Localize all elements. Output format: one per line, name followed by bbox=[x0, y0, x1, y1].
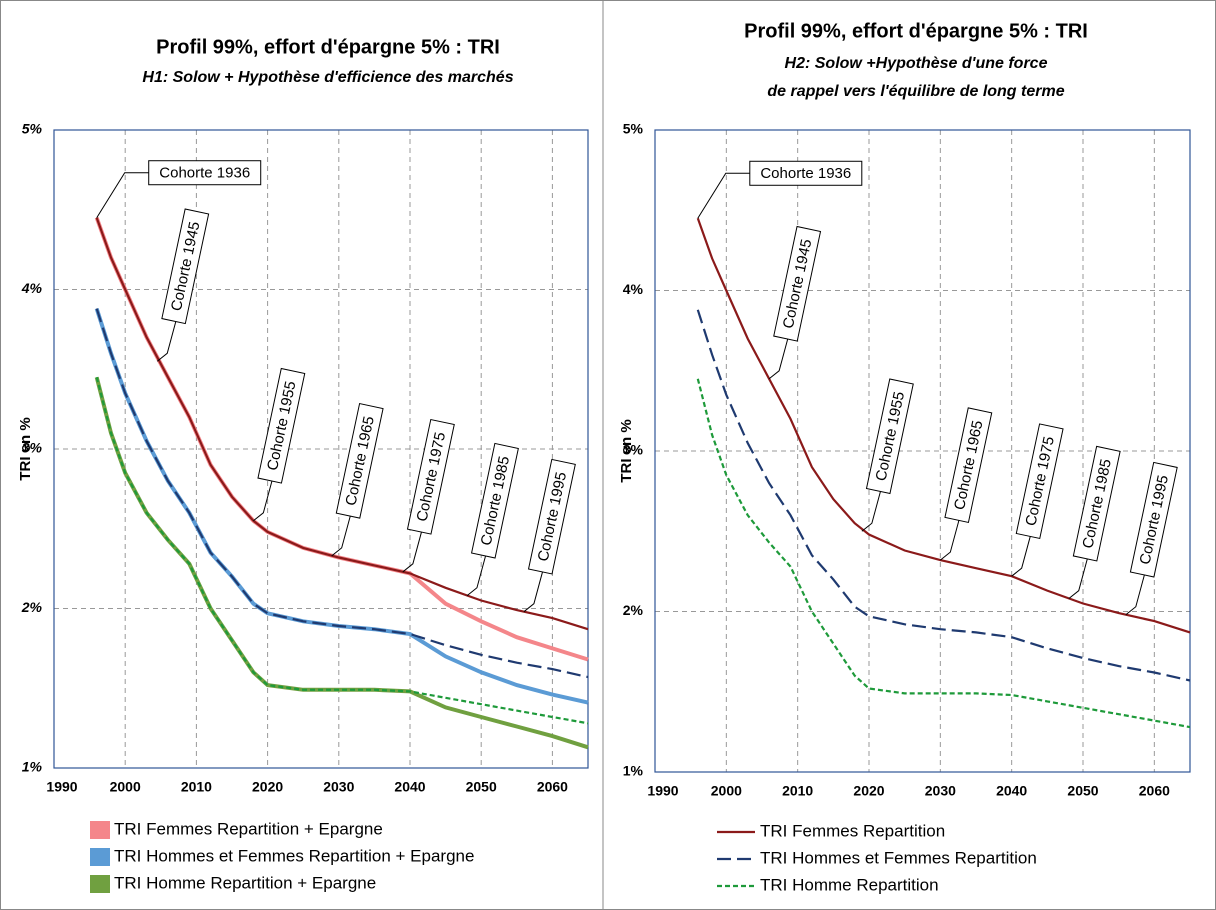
leader-line bbox=[697, 172, 750, 219]
annotation-group: Cohorte 1945 bbox=[161, 208, 210, 325]
x-tick-label: 2020 bbox=[252, 779, 283, 795]
annotation-box bbox=[865, 378, 914, 495]
annotation-box bbox=[773, 225, 822, 342]
x-tick-label: 2060 bbox=[537, 779, 568, 795]
annotation-box bbox=[148, 160, 262, 186]
legend-label: TRI Hommes et Femmes Repartition + Eparg… bbox=[114, 846, 474, 865]
annotation-box bbox=[527, 458, 576, 575]
leader-line bbox=[768, 333, 790, 380]
annotation-group: Cohorte 1975 bbox=[1015, 423, 1064, 540]
annotation-group: Cohorte 1995 bbox=[527, 458, 576, 575]
x-tick-label: 2050 bbox=[466, 779, 497, 795]
legend-swatch bbox=[90, 848, 110, 866]
band-line bbox=[94, 376, 589, 750]
y-tick-label: 1% bbox=[22, 759, 43, 775]
plot-border bbox=[654, 129, 1191, 773]
legend-label: TRI Hommes et Femmes Repartition bbox=[760, 848, 1037, 867]
annotation-box bbox=[406, 418, 455, 535]
x-tick-label: 2050 bbox=[1067, 783, 1098, 799]
y-axis-label: TRI en % bbox=[618, 419, 635, 482]
annotation-group: Cohorte 1955 bbox=[257, 367, 306, 484]
y-tick-label: 3% bbox=[623, 442, 644, 458]
leader-line bbox=[402, 526, 424, 573]
annotation-group: Cohorte 1985 bbox=[1072, 445, 1121, 562]
y-tick-label: 3% bbox=[22, 440, 43, 456]
leader-line bbox=[1068, 553, 1090, 600]
x-tick-label: 2010 bbox=[181, 779, 212, 795]
series-line bbox=[95, 217, 589, 631]
x-tick-label: 2000 bbox=[110, 779, 141, 795]
leader-line bbox=[523, 566, 545, 613]
chart-subtitle: H2: Solow +Hypothèse d'une force bbox=[785, 55, 1048, 72]
leader-line bbox=[861, 486, 883, 532]
annotation-group: Cohorte 1955 bbox=[865, 378, 914, 495]
y-tick-label: 1% bbox=[623, 763, 644, 779]
annotation-box bbox=[470, 442, 519, 559]
x-tick-label: 2030 bbox=[323, 779, 354, 795]
chart-title: Profil 99%, effort d'épargne 5% : TRI bbox=[156, 36, 500, 58]
annotation-group: Cohorte 1945 bbox=[773, 225, 822, 342]
y-tick-label: 4% bbox=[623, 281, 644, 297]
annotation-box bbox=[749, 160, 863, 186]
y-tick-label: 5% bbox=[22, 121, 43, 137]
x-tick-label: 2030 bbox=[925, 783, 956, 799]
annotation-group: Cohorte 1965 bbox=[335, 403, 384, 519]
annotation-box bbox=[1129, 461, 1178, 578]
annotation-group: Cohorte 1965 bbox=[944, 407, 993, 524]
legend-label: TRI Homme Repartition + Epargne bbox=[114, 873, 376, 892]
annotation-box bbox=[944, 407, 993, 524]
x-tick-label: 2000 bbox=[711, 783, 742, 799]
leader-line bbox=[1011, 531, 1033, 577]
annotation-group: Cohorte 1985 bbox=[470, 442, 519, 559]
y-tick-label: 5% bbox=[623, 121, 644, 137]
annotation-box bbox=[335, 403, 384, 519]
annotation-group: Cohorte 1995 bbox=[1129, 461, 1178, 578]
leader-line bbox=[253, 475, 274, 522]
legend-label: TRI Femmes Repartition + Epargne bbox=[114, 819, 383, 838]
legend-label: TRI Femmes Repartition bbox=[760, 821, 945, 840]
y-tick-label: 4% bbox=[21, 280, 43, 296]
leader-line bbox=[96, 172, 149, 218]
leader-line bbox=[466, 550, 488, 597]
legend-swatch bbox=[90, 821, 110, 839]
x-tick-label: 1990 bbox=[647, 783, 678, 799]
annotation: Cohorte 1936 bbox=[159, 165, 250, 182]
x-tick-label: 2040 bbox=[996, 783, 1027, 799]
y-tick-label: 2% bbox=[623, 602, 644, 618]
series-line bbox=[95, 376, 589, 725]
annotation-group: Cohorte 1975 bbox=[406, 418, 455, 535]
legend-label: TRI Homme Repartition bbox=[760, 875, 939, 894]
leader-line bbox=[156, 316, 178, 362]
plot-border bbox=[53, 129, 589, 769]
x-tick-label: 2060 bbox=[1139, 783, 1170, 799]
annotation-box bbox=[257, 367, 306, 484]
leader-line bbox=[331, 510, 353, 557]
x-tick-label: 2010 bbox=[782, 783, 813, 799]
annotation-box bbox=[161, 208, 210, 325]
series-line bbox=[95, 308, 589, 679]
y-axis-label: TRI en % bbox=[17, 417, 34, 480]
series-line bbox=[696, 217, 1191, 634]
legend-swatch bbox=[90, 875, 110, 893]
series-line bbox=[696, 309, 1191, 682]
annotation: Cohorte 1936 bbox=[760, 165, 851, 182]
series-line bbox=[696, 378, 1191, 729]
x-tick-label: 2040 bbox=[394, 779, 425, 795]
leader-line bbox=[940, 515, 961, 561]
annotation-box bbox=[1072, 445, 1121, 562]
chart-title: Profil 99%, effort d'épargne 5% : TRI bbox=[744, 20, 1088, 42]
annotation-box bbox=[1015, 423, 1064, 540]
chart-subtitle: de rappel vers l'équilibre de long terme bbox=[767, 83, 1064, 100]
leader-line bbox=[1125, 569, 1147, 616]
chart-subtitle: H1: Solow + Hypothèse d'efficience des m… bbox=[142, 69, 513, 86]
y-tick-label: 2% bbox=[21, 599, 43, 615]
x-tick-label: 1990 bbox=[46, 779, 77, 795]
x-tick-label: 2020 bbox=[853, 783, 884, 799]
